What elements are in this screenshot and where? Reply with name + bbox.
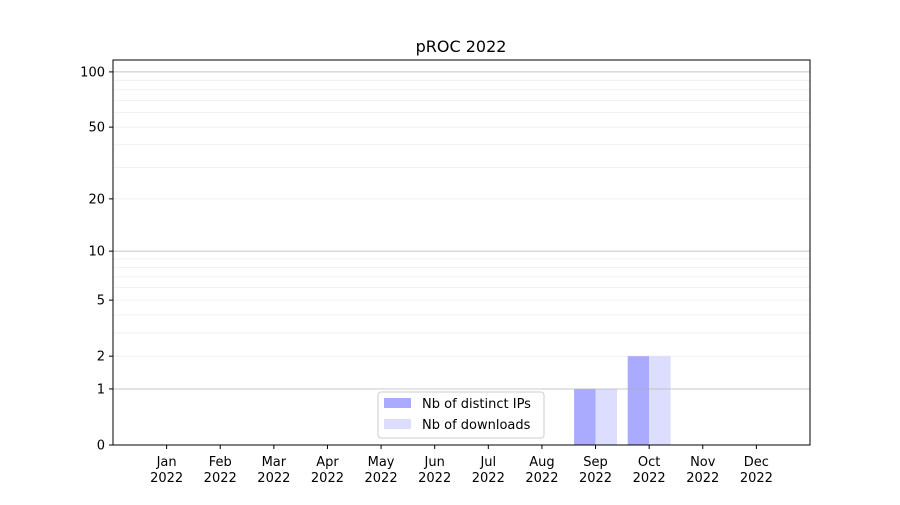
plot-frame	[112, 59, 811, 446]
x-tick-label: Nov 2022	[686, 455, 719, 486]
x-tick-label: May 2022	[365, 455, 398, 486]
bar-distinct-ips	[627, 356, 650, 445]
x-tick-label: Jul 2022	[472, 455, 505, 486]
y-tick-label: 10	[88, 245, 105, 260]
y-tick-label: 50	[88, 121, 105, 136]
x-tick-label: Sep 2022	[579, 455, 612, 486]
y-tick-label: 0	[97, 439, 105, 454]
x-tick-label: Aug 2022	[525, 455, 558, 486]
y-tick-label: 5	[97, 294, 105, 309]
x-tick-label: Apr 2022	[311, 455, 344, 486]
legend-swatch	[384, 398, 411, 408]
legend-label: Nb of downloads	[422, 418, 531, 433]
x-tick-label: Feb 2022	[204, 455, 237, 486]
chart-title: pROC 2022	[416, 37, 507, 56]
x-tick-label: Mar 2022	[257, 455, 290, 486]
y-tick-label: 1	[97, 382, 105, 397]
y-tick-label: 2	[97, 350, 105, 365]
legend-label: Nb of distinct IPs	[422, 397, 531, 412]
legend-box	[377, 391, 545, 439]
x-tick-label: Jun 2022	[418, 455, 451, 486]
x-tick-label: Oct 2022	[633, 455, 666, 486]
legend-swatch	[384, 419, 411, 429]
y-tick-label: 100	[80, 65, 105, 80]
y-tick-label: 20	[88, 192, 105, 207]
bar-distinct-ips	[574, 388, 596, 445]
x-tick-label: Jan 2022	[150, 455, 183, 486]
x-tick-label: Dec 2022	[740, 455, 773, 486]
bar-downloads	[595, 388, 617, 445]
bar-downloads	[649, 356, 671, 445]
